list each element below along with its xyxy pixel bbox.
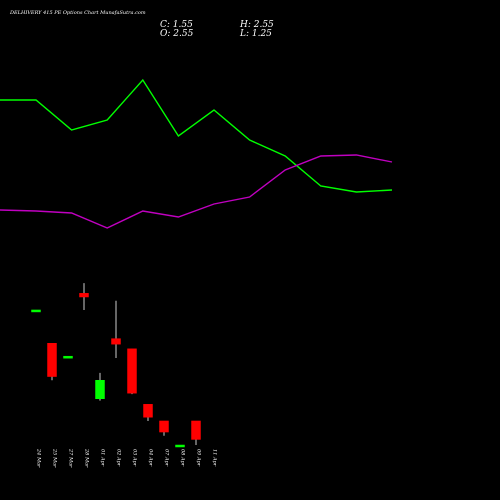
x-tick-label: 25 Mar [52,448,58,468]
high-readout: H: 2.55 [239,20,274,30]
x-tick-label: 01 Apr [100,449,106,467]
candle [63,355,73,359]
x-tick-label: 11 Apr [212,449,218,467]
x-tick-label: 09 Apr [196,449,202,467]
candlesticks [31,283,201,448]
candle-body [63,355,73,359]
candle-body [111,338,121,345]
candle [31,309,41,313]
indicator-line-2 [0,154,393,229]
candle-body [127,348,137,394]
candle-body [191,420,201,440]
close-readout: C: 1.55 [160,20,193,30]
x-tick-label: 04 Apr [148,449,154,467]
candle [191,420,201,445]
candle [127,348,137,395]
candle [175,444,185,448]
x-tick-label: 24 Mar [36,448,42,468]
indicator-line-1 [0,78,393,193]
candle-body [47,343,57,377]
candle [159,420,169,436]
x-axis-ticks: 24 Mar 25 Mar 27 Mar 28 Mar 01 Apr 02 Apr 03 A… [36,448,218,468]
candle-body [159,420,169,433]
candle-body [175,444,185,448]
candle [47,343,57,381]
x-tick-label: 03 Apr [132,449,138,467]
open-readout: O: 2.55 [160,29,194,39]
low-readout: L: 1.25 [239,29,272,39]
candle-body [143,404,153,418]
x-tick-label: 08 Apr [180,449,186,467]
candle [111,300,121,359]
candle-body [95,380,105,399]
candle [95,372,105,401]
candle-body [31,309,41,313]
indicator-lines [0,78,393,229]
x-tick-label: 02 Apr [116,449,122,467]
x-tick-label: 28 Mar [84,448,90,468]
candle [143,404,153,421]
candle-body [79,293,89,298]
candle [79,283,89,310]
x-tick-label: 27 Mar [68,448,74,468]
chart-title: DELHIVERY 415 PE Options Chart MunafaSut… [9,10,146,16]
x-tick-label: 07 Apr [164,449,170,467]
